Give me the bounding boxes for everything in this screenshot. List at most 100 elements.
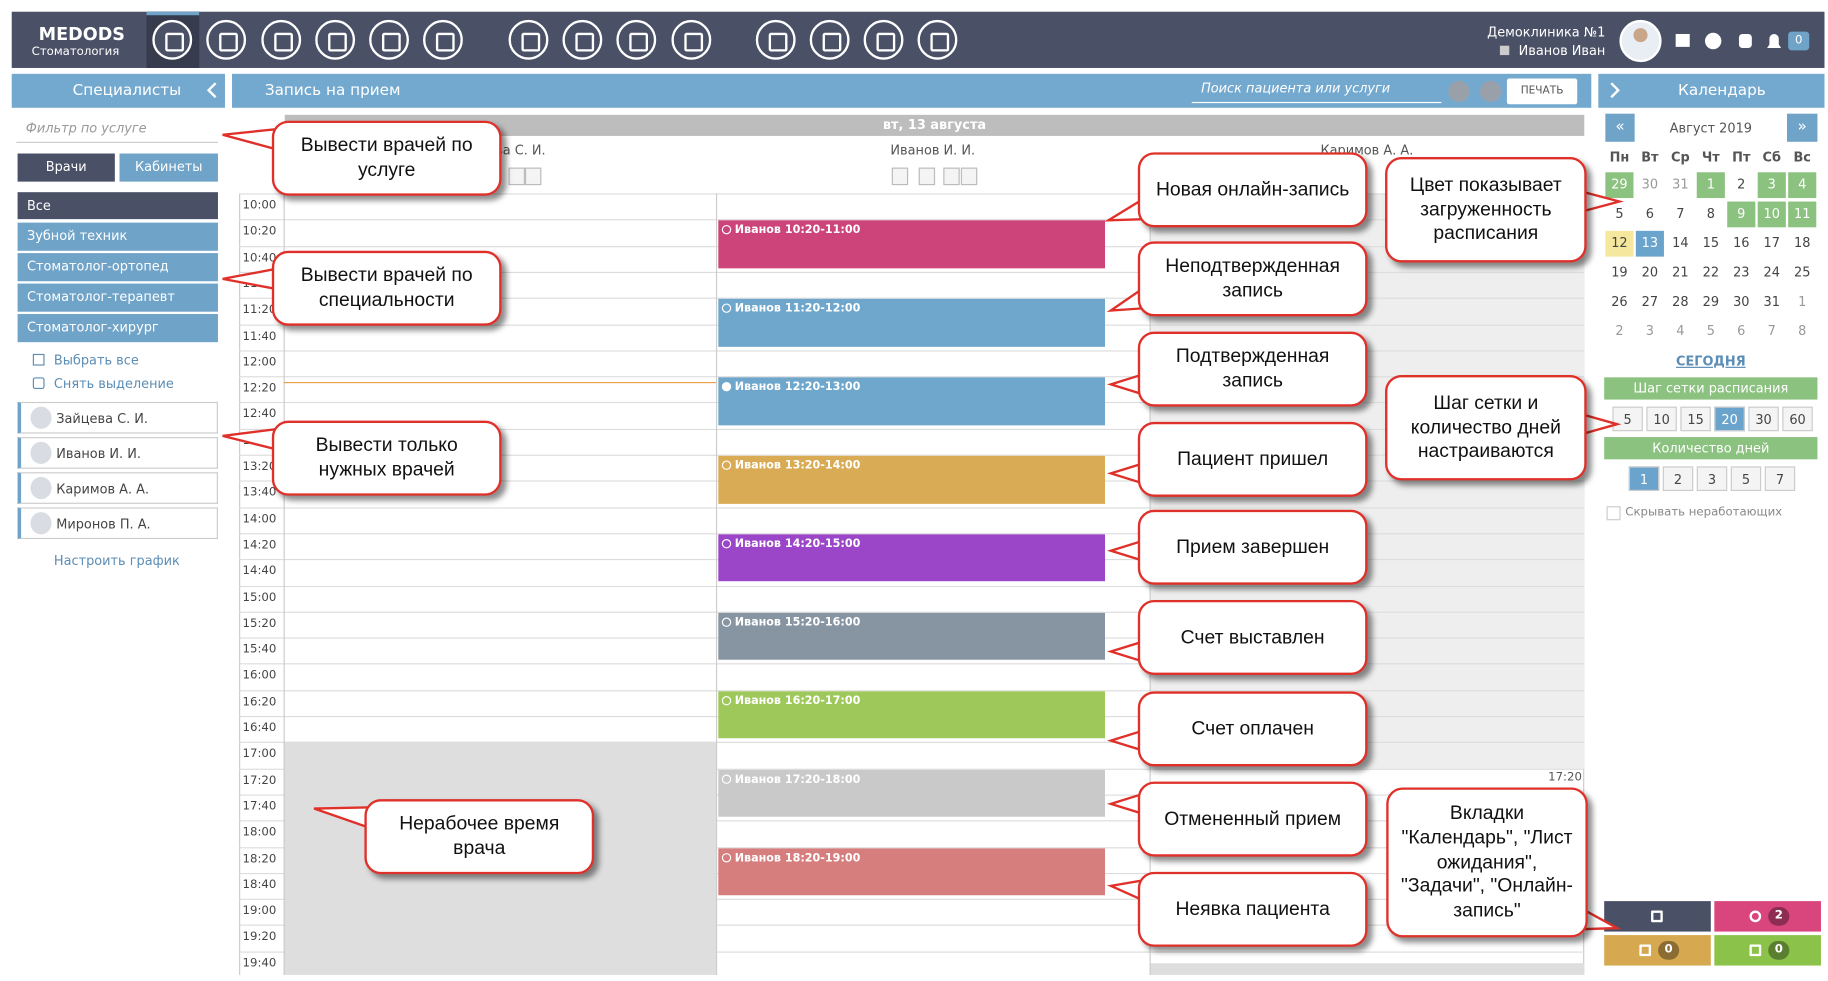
calendar-day[interactable]: 17 xyxy=(1763,235,1780,251)
side-tab[interactable] xyxy=(1604,901,1711,932)
calendar-day[interactable]: 24 xyxy=(1763,264,1780,281)
step-button[interactable]: 15 xyxy=(1680,406,1711,432)
nav-icon[interactable] xyxy=(369,19,409,60)
nav-icon[interactable] xyxy=(152,19,193,60)
doctor-card[interactable]: Миронов П. А. xyxy=(17,507,218,540)
column-tool[interactable] xyxy=(943,167,960,186)
specialty-item[interactable]: Стоматолог-терапевт xyxy=(17,283,218,312)
calendar-day[interactable]: 21 xyxy=(1672,264,1689,281)
calendar-day[interactable]: 29 xyxy=(1605,172,1634,199)
calendar-day[interactable]: 4 xyxy=(1676,323,1685,339)
filter-input[interactable]: Фильтр по услуге xyxy=(16,115,218,143)
collapse-right[interactable] xyxy=(1610,82,1620,99)
calendar-day[interactable]: 8 xyxy=(1706,206,1715,222)
specialty-item[interactable]: Стоматолог-ортопед xyxy=(17,253,218,282)
nav-icon[interactable] xyxy=(315,19,356,60)
phone-icon[interactable] xyxy=(1738,33,1752,49)
step-button[interactable]: 10 xyxy=(1646,406,1677,432)
doctor-card[interactable]: Каримов А. А. xyxy=(17,472,218,504)
appointment[interactable]: Иванов 16:20-17:00 xyxy=(718,690,1106,739)
appointment[interactable]: Иванов 17:20-18:00 xyxy=(718,769,1106,817)
calendar-day[interactable]: 9 xyxy=(1727,201,1756,228)
today-link[interactable]: СЕГОДНЯ xyxy=(1675,353,1746,370)
calendar-day[interactable]: 28 xyxy=(1672,294,1689,310)
nav-icon[interactable] xyxy=(616,19,657,60)
step-button[interactable]: 30 xyxy=(1748,406,1779,432)
tab-button[interactable]: Кабинеты xyxy=(119,153,218,182)
specialty-item[interactable]: Зубной техник xyxy=(17,222,218,251)
calendar-day[interactable]: 29 xyxy=(1702,294,1720,310)
collapse-left[interactable] xyxy=(206,82,217,99)
calendar-day[interactable]: 1 xyxy=(1696,172,1725,199)
calendar-day[interactable]: 10 xyxy=(1757,201,1786,228)
appointment[interactable]: Иванов 11:20-12:00 xyxy=(718,299,1106,347)
appointment[interactable]: Иванов 18:20-19:00 xyxy=(718,847,1106,896)
checkbox[interactable] xyxy=(1606,506,1621,521)
calendar-day[interactable]: 18 xyxy=(1794,235,1811,251)
calendar-day[interactable]: 2 xyxy=(1615,323,1624,339)
nav-icon[interactable] xyxy=(809,19,850,60)
calendar-day[interactable]: 7 xyxy=(1767,323,1776,339)
column-tool[interactable] xyxy=(960,167,978,186)
column-tool[interactable] xyxy=(918,167,936,186)
logout-icon[interactable] xyxy=(1675,33,1690,47)
column-tool[interactable] xyxy=(891,167,909,186)
calendar-day[interactable]: 14 xyxy=(1672,235,1689,251)
doctor-card[interactable]: Иванов И. И. xyxy=(17,437,218,469)
appointment[interactable]: Иванов 12:20-13:00 xyxy=(718,377,1106,425)
appointment[interactable]: Иванов 10:20-11:00 xyxy=(718,220,1106,269)
days-button[interactable]: 2 xyxy=(1662,466,1694,491)
step-button[interactable]: 20 xyxy=(1714,406,1745,432)
calendar-day[interactable]: 15 xyxy=(1702,235,1720,251)
nav-icon[interactable] xyxy=(261,19,302,60)
bell-icon[interactable] xyxy=(1767,33,1782,49)
appointment[interactable]: Иванов 14:20-15:00 xyxy=(718,534,1106,582)
calendar-day[interactable]: 13 xyxy=(1635,230,1664,257)
side-tab[interactable]: 0 xyxy=(1714,935,1821,966)
doctor-card[interactable]: Зайцева С. И. xyxy=(17,401,218,434)
nav-icon[interactable] xyxy=(863,19,904,60)
calendar-day[interactable]: 22 xyxy=(1702,264,1720,281)
calendar-day[interactable]: 23 xyxy=(1733,264,1750,281)
tab-button[interactable]: Врачи xyxy=(17,153,115,182)
days-button[interactable]: 3 xyxy=(1696,466,1728,491)
nav-icon[interactable] xyxy=(917,19,958,60)
calendar-day[interactable]: 31 xyxy=(1672,176,1689,193)
calendar-day[interactable]: 19 xyxy=(1611,264,1628,281)
days-button[interactable]: 5 xyxy=(1730,466,1762,491)
prev-day[interactable] xyxy=(1448,80,1470,102)
nav-icon[interactable] xyxy=(206,19,247,60)
calendar-day[interactable]: 30 xyxy=(1641,176,1659,193)
column-tool[interactable] xyxy=(508,167,525,186)
appointment[interactable]: Иванов 15:20-16:00 xyxy=(718,612,1106,661)
calendar-day[interactable]: 26 xyxy=(1611,294,1628,310)
search-input[interactable]: Поиск пациента или услуги xyxy=(1191,80,1442,104)
step-button[interactable]: 5 xyxy=(1612,406,1643,432)
calendar-day[interactable]: 5 xyxy=(1615,206,1624,222)
cal-prev[interactable]: « xyxy=(1605,113,1635,142)
calendar-day[interactable]: 25 xyxy=(1794,264,1811,281)
calendar-day[interactable]: 11 xyxy=(1788,201,1817,228)
step-button[interactable]: 60 xyxy=(1782,406,1813,432)
calendar-day[interactable]: 30 xyxy=(1733,294,1750,310)
days-button[interactable]: 1 xyxy=(1628,466,1660,491)
appointment[interactable]: Иванов 13:20-14:00 xyxy=(718,455,1106,504)
cal-next[interactable]: » xyxy=(1786,113,1818,142)
print-button[interactable]: ПЕЧАТЬ xyxy=(1506,78,1578,105)
schedule-link[interactable]: Настроить график xyxy=(53,553,180,569)
calendar-day[interactable]: 6 xyxy=(1645,206,1654,222)
nav-icon[interactable] xyxy=(423,19,463,60)
side-tab[interactable]: 0 xyxy=(1604,935,1711,966)
calendar-day[interactable]: 20 xyxy=(1641,264,1659,281)
side-tab[interactable]: 2 xyxy=(1714,901,1821,932)
nav-icon[interactable] xyxy=(508,19,549,60)
nav-icon[interactable] xyxy=(671,19,712,60)
column-tool[interactable] xyxy=(524,167,542,186)
calendar-day[interactable]: 3 xyxy=(1757,172,1786,199)
days-button[interactable]: 7 xyxy=(1764,466,1796,491)
nav-icon[interactable] xyxy=(755,19,796,60)
calendar-day[interactable]: 1 xyxy=(1798,294,1807,310)
calendar-day[interactable]: 8 xyxy=(1798,323,1807,339)
calendar-day[interactable]: 27 xyxy=(1641,294,1659,310)
calendar-day[interactable]: 4 xyxy=(1788,172,1817,199)
